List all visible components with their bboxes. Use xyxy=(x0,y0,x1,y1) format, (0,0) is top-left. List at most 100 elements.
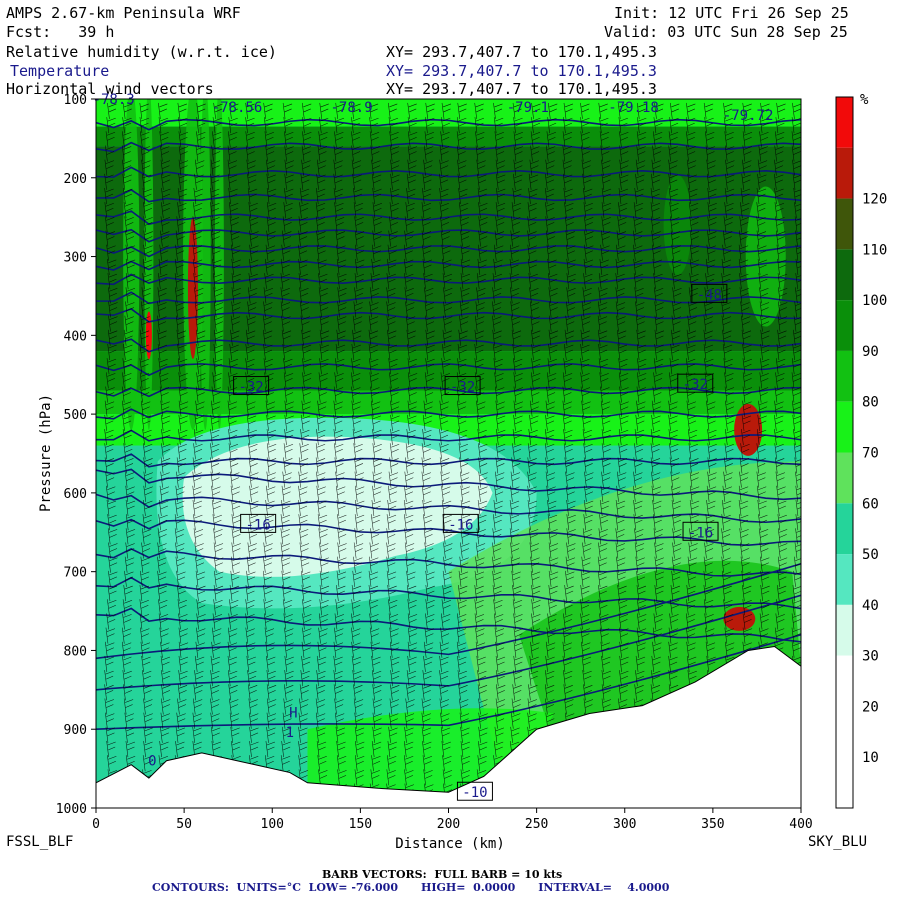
xy-range-wind: XY= 293.7,407.7 to 170.1,495.3 xyxy=(386,80,657,98)
temperature-contour xyxy=(96,493,801,524)
contour-label-box xyxy=(677,373,714,393)
temperature-contour xyxy=(96,548,801,577)
colorbar-bin xyxy=(836,554,853,605)
rh-moist-core xyxy=(519,560,801,745)
wind-barbs xyxy=(104,102,801,808)
field-label-rh: Relative humidity (w.r.t. ice) xyxy=(6,43,277,61)
rh-streak xyxy=(199,99,211,430)
colorbar-tick-label: 120 xyxy=(862,192,887,208)
temperature-contour xyxy=(96,291,801,305)
temperature-contour xyxy=(96,363,801,377)
y-tick-label: 900 xyxy=(64,723,87,738)
contour-label-box xyxy=(240,513,277,533)
left-station: FSSL_BLF xyxy=(6,834,74,850)
x-tick-label: 50 xyxy=(176,817,192,832)
rh-band xyxy=(96,99,801,127)
field-label-wind: Horizontal wind vectors xyxy=(6,80,214,98)
colorbar-tick-label: 30 xyxy=(862,649,879,665)
terrain xyxy=(96,645,801,808)
colorbar-bin xyxy=(836,97,853,148)
rh-band xyxy=(96,351,801,391)
x-tick-label: 350 xyxy=(701,817,724,832)
temperature-contour xyxy=(96,188,801,203)
colorbar-tick-label: 40 xyxy=(862,598,879,614)
x-tick-label: 250 xyxy=(525,817,548,832)
colorbar-tick-label: 20 xyxy=(862,699,879,715)
contour-label: -78.3 xyxy=(93,92,135,108)
colorbar-bin xyxy=(836,452,853,504)
temperature-contour xyxy=(96,386,801,398)
rh-supersat xyxy=(187,217,198,359)
y-axis-label: Pressure (hPa) xyxy=(38,394,54,512)
xy-range-rh: XY= 293.7,407.7 to 170.1,495.3 xyxy=(386,43,657,61)
x-tick-label: 300 xyxy=(613,817,636,832)
temperature-contour xyxy=(96,210,801,226)
model-title: AMPS 2.67-km Peninsula WRF xyxy=(6,4,241,22)
y-tick-label: 100 xyxy=(64,93,87,108)
temperature-contour xyxy=(96,245,801,258)
rh-supersat xyxy=(145,311,152,360)
x-axis-label: Distance (km) xyxy=(395,836,505,852)
contour-label: -32 xyxy=(450,380,475,396)
temperature-contour xyxy=(96,273,801,286)
temperature-contour xyxy=(96,308,801,323)
temperature-contour xyxy=(96,576,801,610)
temperature-contour xyxy=(96,633,801,731)
barb-note: BARB VECTORS: FULL BARB = 10 kts xyxy=(322,868,563,881)
temperature-contour xyxy=(96,338,801,353)
y-tick-label: 200 xyxy=(64,172,87,187)
colorbar-bin xyxy=(836,401,853,453)
contour-label: -79.1 xyxy=(507,100,549,116)
colorbar-bin xyxy=(836,249,853,301)
contour-label: -79.72 xyxy=(723,108,774,124)
contour-label-box xyxy=(444,376,481,396)
x-tick-label: 100 xyxy=(261,817,284,832)
colorbar-bin xyxy=(836,300,853,351)
rh-streak xyxy=(214,99,224,430)
contour-label: -16 xyxy=(688,525,713,541)
contour-label-box xyxy=(442,513,479,533)
temperature-contour xyxy=(96,166,801,178)
right-station: SKY_BLU xyxy=(808,834,868,850)
colorbar-frame xyxy=(835,96,854,809)
colorbar-bin xyxy=(836,503,853,555)
marker-label: H xyxy=(289,705,297,721)
colorbar-bin xyxy=(836,706,853,758)
valid-time: Valid: 03 UTC Sun 28 Sep 25 xyxy=(604,23,848,41)
temperature-contours xyxy=(96,118,801,731)
y-tick-label: 800 xyxy=(64,644,87,659)
colorbar-tick-label: 10 xyxy=(862,750,879,766)
contour-label: -48 xyxy=(697,287,722,303)
contour-label: 0 xyxy=(148,754,156,770)
contour-label: -78.56 xyxy=(212,100,263,116)
rh-streak xyxy=(123,99,140,430)
x-tick-label: 400 xyxy=(789,817,812,832)
colorbar-tick-label: 90 xyxy=(862,344,879,360)
colorbar-tick-label: 50 xyxy=(862,547,879,563)
colorbar-tick-label: 110 xyxy=(862,242,887,258)
terrain-surface xyxy=(96,645,801,808)
y-tick-label: 1000 xyxy=(56,802,87,817)
contour-label: -10 xyxy=(462,785,487,801)
temperature-contour xyxy=(96,468,801,501)
rh-supersat xyxy=(723,606,756,631)
temperature-contour xyxy=(96,228,801,243)
temperature-contour xyxy=(96,453,801,468)
colorbar-tick-label: 100 xyxy=(862,293,887,309)
colorbar: 10 20 30 40 50 60 70 80 90 100 110 120% xyxy=(835,92,887,809)
colorbar-bin xyxy=(836,350,853,402)
x-tick-label: 0 xyxy=(92,817,100,832)
rh-streak xyxy=(745,186,786,327)
contour-label-box xyxy=(233,376,270,396)
contour-label: -16 xyxy=(246,517,271,533)
colorbar-bin xyxy=(836,147,853,199)
colorbar-bin xyxy=(836,604,853,656)
contour-label: -79.18 xyxy=(608,100,659,116)
x-tick-label: 200 xyxy=(437,817,460,832)
init-time: Init: 12 UTC Fri 26 Sep 25 xyxy=(614,4,849,22)
colorbar-tick-label: 70 xyxy=(862,446,879,462)
contour-label-box xyxy=(456,781,493,801)
contour-note: CONTOURS: UNITS=°C LOW= -76.000 HIGH= 0.… xyxy=(152,881,670,894)
rh-streak xyxy=(663,175,692,276)
